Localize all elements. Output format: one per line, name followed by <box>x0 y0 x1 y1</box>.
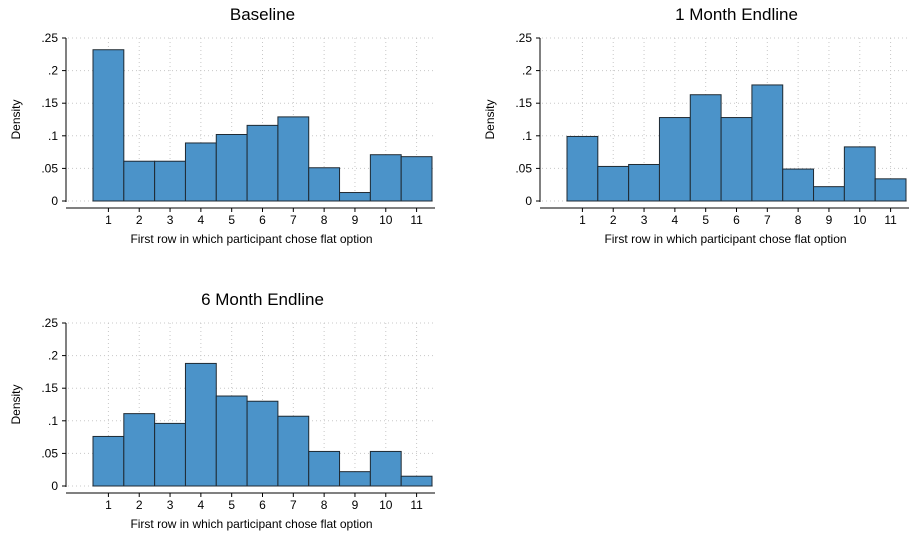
x-tick-label: 8 <box>321 213 328 227</box>
histogram-bar <box>184 362 217 487</box>
x-tick-label: 3 <box>641 213 648 227</box>
x-tick-label: 8 <box>321 498 328 512</box>
histogram-bar <box>400 475 433 487</box>
y-tick-label: .15 <box>41 96 58 110</box>
x-tick-label: 11 <box>410 213 423 227</box>
y-axis-label: Density <box>9 384 23 424</box>
histogram-bar <box>215 133 248 202</box>
histogram-bar <box>689 94 722 202</box>
x-tick-label: 6 <box>259 498 266 512</box>
histogram-bar <box>215 395 248 487</box>
histogram-bar <box>308 450 341 487</box>
panel-6-month-endline: 6 Month Endline Density First row in whi… <box>9 290 435 531</box>
x-tick-label: 10 <box>379 498 393 512</box>
panel-baseline: Baseline Density First row in which part… <box>9 5 435 246</box>
x-axis-label: First row in which participant chose fla… <box>604 232 846 246</box>
panel-1-month-endline: 1 Month Endline Density First row in whi… <box>483 5 909 246</box>
histogram-bar <box>751 84 784 202</box>
x-tick-label: 1 <box>105 213 112 227</box>
x-tick-label: 11 <box>884 213 897 227</box>
y-tick-label: .15 <box>515 96 532 110</box>
x-tick-label: 9 <box>352 213 359 227</box>
x-axis-label: First row in which participant chose fla… <box>130 232 372 246</box>
x-tick-label: 3 <box>167 213 174 227</box>
x-tick-label: 1 <box>579 213 586 227</box>
x-tick-label: 3 <box>167 498 174 512</box>
y-tick-label: 0 <box>51 194 58 208</box>
histogram-bar <box>92 435 125 487</box>
y-tick-label: .15 <box>41 381 58 395</box>
x-tick-label: 6 <box>733 213 740 227</box>
y-tick-label: .2 <box>522 64 532 78</box>
y-axis-label: Density <box>483 99 497 139</box>
histogram-bar <box>154 422 186 487</box>
x-tick-label: 4 <box>198 213 205 227</box>
histogram-bar <box>400 156 433 202</box>
histogram-bar <box>369 450 402 487</box>
histogram-bar <box>782 168 815 202</box>
y-tick-label: .05 <box>515 161 532 175</box>
histogram-bar <box>246 400 279 487</box>
y-tick-label: .2 <box>48 64 58 78</box>
y-tick-label: .1 <box>48 129 58 143</box>
histogram-bar <box>277 415 310 487</box>
x-tick-label: 7 <box>290 213 297 227</box>
x-tick-label: 10 <box>853 213 867 227</box>
x-axis-label: First row in which participant chose fla… <box>130 517 372 531</box>
chart-title: 1 Month Endline <box>675 5 798 24</box>
histogram-bar <box>123 413 156 487</box>
histogram-bar <box>339 471 371 487</box>
histogram-bar <box>339 192 371 202</box>
x-tick-label: 1 <box>105 498 112 512</box>
y-tick-label: .05 <box>41 161 58 175</box>
x-tick-label: 2 <box>136 213 143 227</box>
x-tick-label: 2 <box>136 498 143 512</box>
y-tick-label: 0 <box>51 479 58 493</box>
histogram-bar <box>813 186 845 202</box>
histogram-bar <box>92 49 125 202</box>
chart-title: 6 Month Endline <box>201 290 324 309</box>
histogram-bar <box>246 124 279 202</box>
histogram-bar <box>658 117 691 202</box>
x-tick-label: 6 <box>259 213 266 227</box>
x-tick-label: 5 <box>228 498 235 512</box>
x-tick-label: 2 <box>610 213 617 227</box>
x-tick-label: 9 <box>826 213 833 227</box>
y-tick-label: .25 <box>515 31 532 45</box>
histogram-bar <box>184 142 217 202</box>
x-tick-label: 7 <box>290 498 297 512</box>
histogram-bar <box>843 146 876 202</box>
y-tick-label: .2 <box>48 349 58 363</box>
histogram-bar <box>566 135 599 202</box>
y-tick-label: .1 <box>522 129 532 143</box>
histogram-bar <box>154 160 186 202</box>
histogram-bar <box>369 154 402 202</box>
x-tick-label: 4 <box>672 213 679 227</box>
x-tick-label: 4 <box>198 498 205 512</box>
y-tick-label: 0 <box>525 194 532 208</box>
x-tick-label: 7 <box>764 213 771 227</box>
x-tick-label: 10 <box>379 213 393 227</box>
histogram-bar <box>277 116 310 202</box>
histogram-bar <box>628 163 660 202</box>
histogram-bar <box>597 165 630 202</box>
chart-title: Baseline <box>230 5 295 24</box>
y-tick-label: .25 <box>41 31 58 45</box>
x-tick-label: 9 <box>352 498 359 512</box>
histogram-bar <box>308 167 341 202</box>
x-tick-label: 11 <box>410 498 423 512</box>
x-tick-label: 8 <box>795 213 802 227</box>
y-tick-label: .25 <box>41 316 58 330</box>
y-axis-label: Density <box>9 99 23 139</box>
histogram-bar <box>874 178 907 202</box>
y-tick-label: .05 <box>41 446 58 460</box>
x-tick-label: 5 <box>702 213 709 227</box>
histogram-bar <box>720 117 753 202</box>
y-tick-label: .1 <box>48 414 58 428</box>
x-tick-label: 5 <box>228 213 235 227</box>
histogram-bar <box>123 160 156 202</box>
